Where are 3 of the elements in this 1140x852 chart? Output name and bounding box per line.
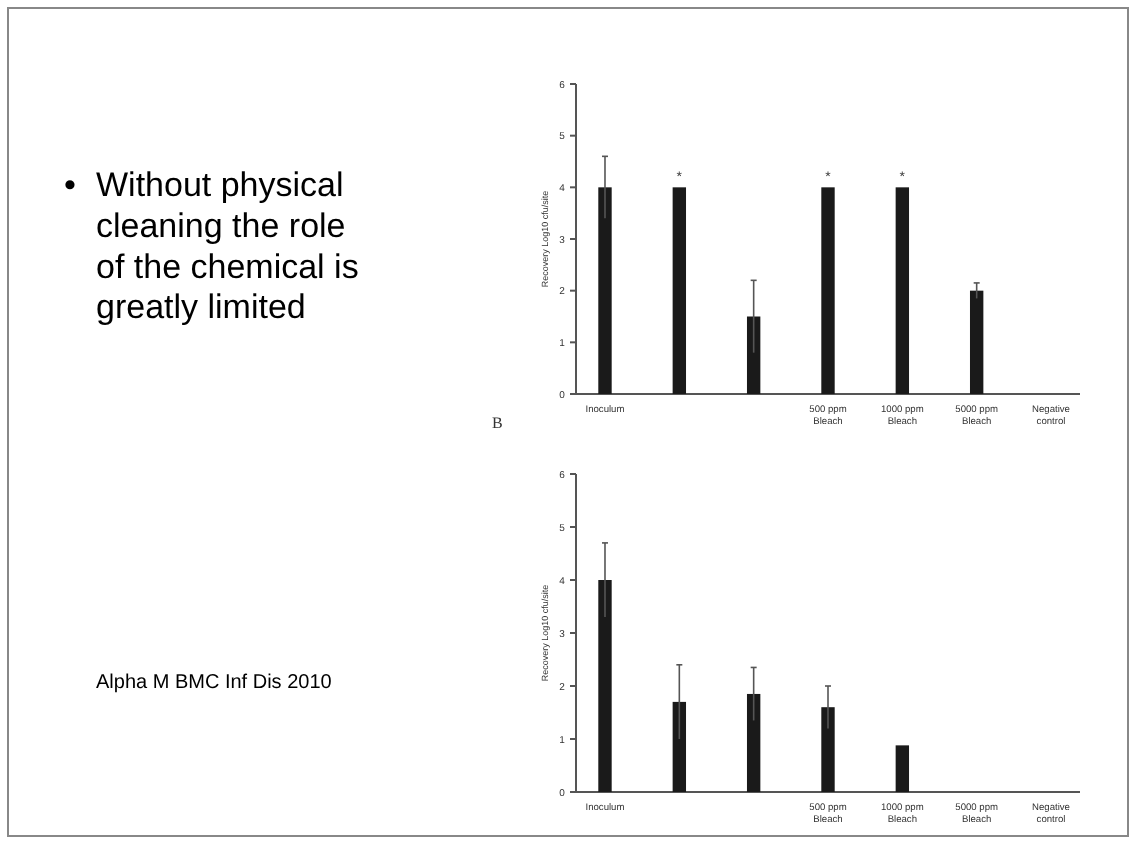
text: Alpha M BMC Inf Dis 2010 — [96, 672, 333, 694]
text: • Without physical cleaning the role of the chemical is greatly limited — [64, 166, 359, 327]
chart-title: B — [492, 414, 503, 432]
